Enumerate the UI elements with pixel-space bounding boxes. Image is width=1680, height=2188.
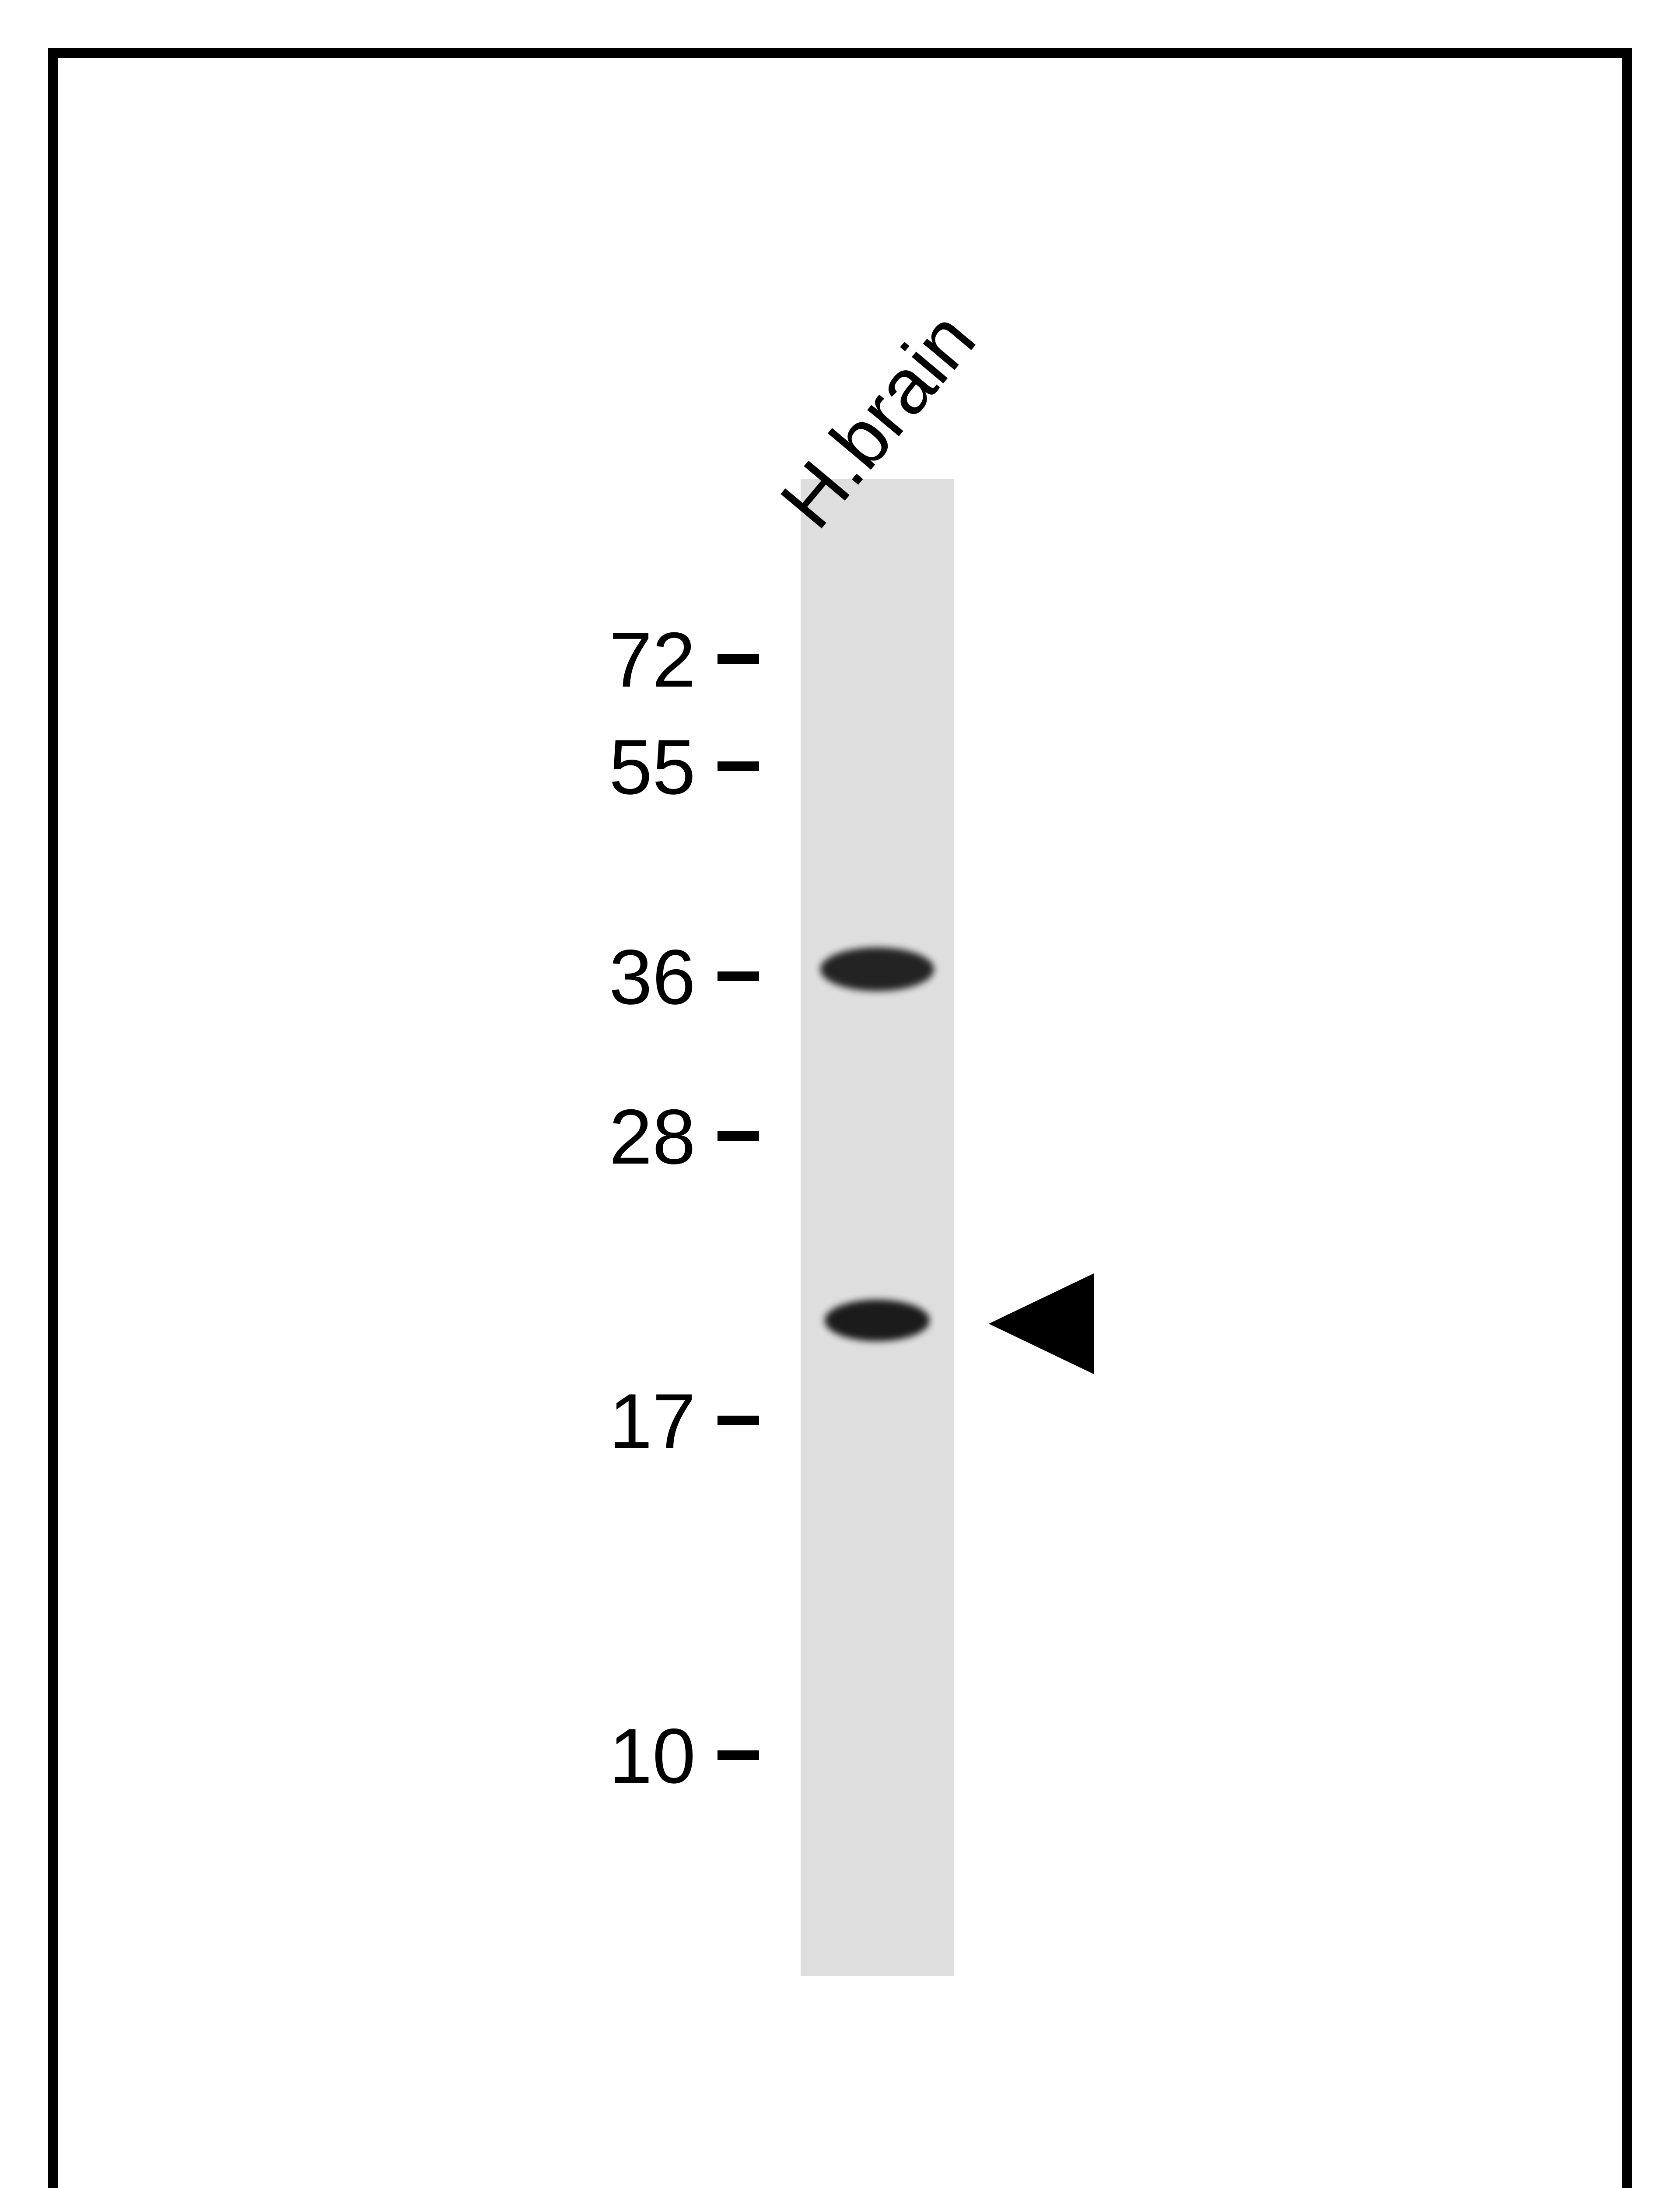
mw-label-36: 36 <box>609 932 696 1022</box>
mw-label-17: 17 <box>609 1376 696 1466</box>
mw-tick-10 <box>718 1750 759 1760</box>
band-lower <box>825 1300 930 1341</box>
mw-tick-55 <box>718 761 759 771</box>
pointer-arrow-icon <box>989 1273 1094 1374</box>
mw-label-72: 72 <box>609 615 696 705</box>
mw-tick-28 <box>718 1131 759 1141</box>
mw-label-10: 10 <box>609 1711 696 1801</box>
mw-label-28: 28 <box>609 1092 696 1182</box>
mw-label-55: 55 <box>609 722 696 812</box>
mw-tick-36 <box>718 971 759 981</box>
mw-tick-72 <box>718 654 759 664</box>
blot-lane <box>801 479 954 1976</box>
mw-tick-17 <box>718 1416 759 1425</box>
band-upper <box>820 947 934 991</box>
